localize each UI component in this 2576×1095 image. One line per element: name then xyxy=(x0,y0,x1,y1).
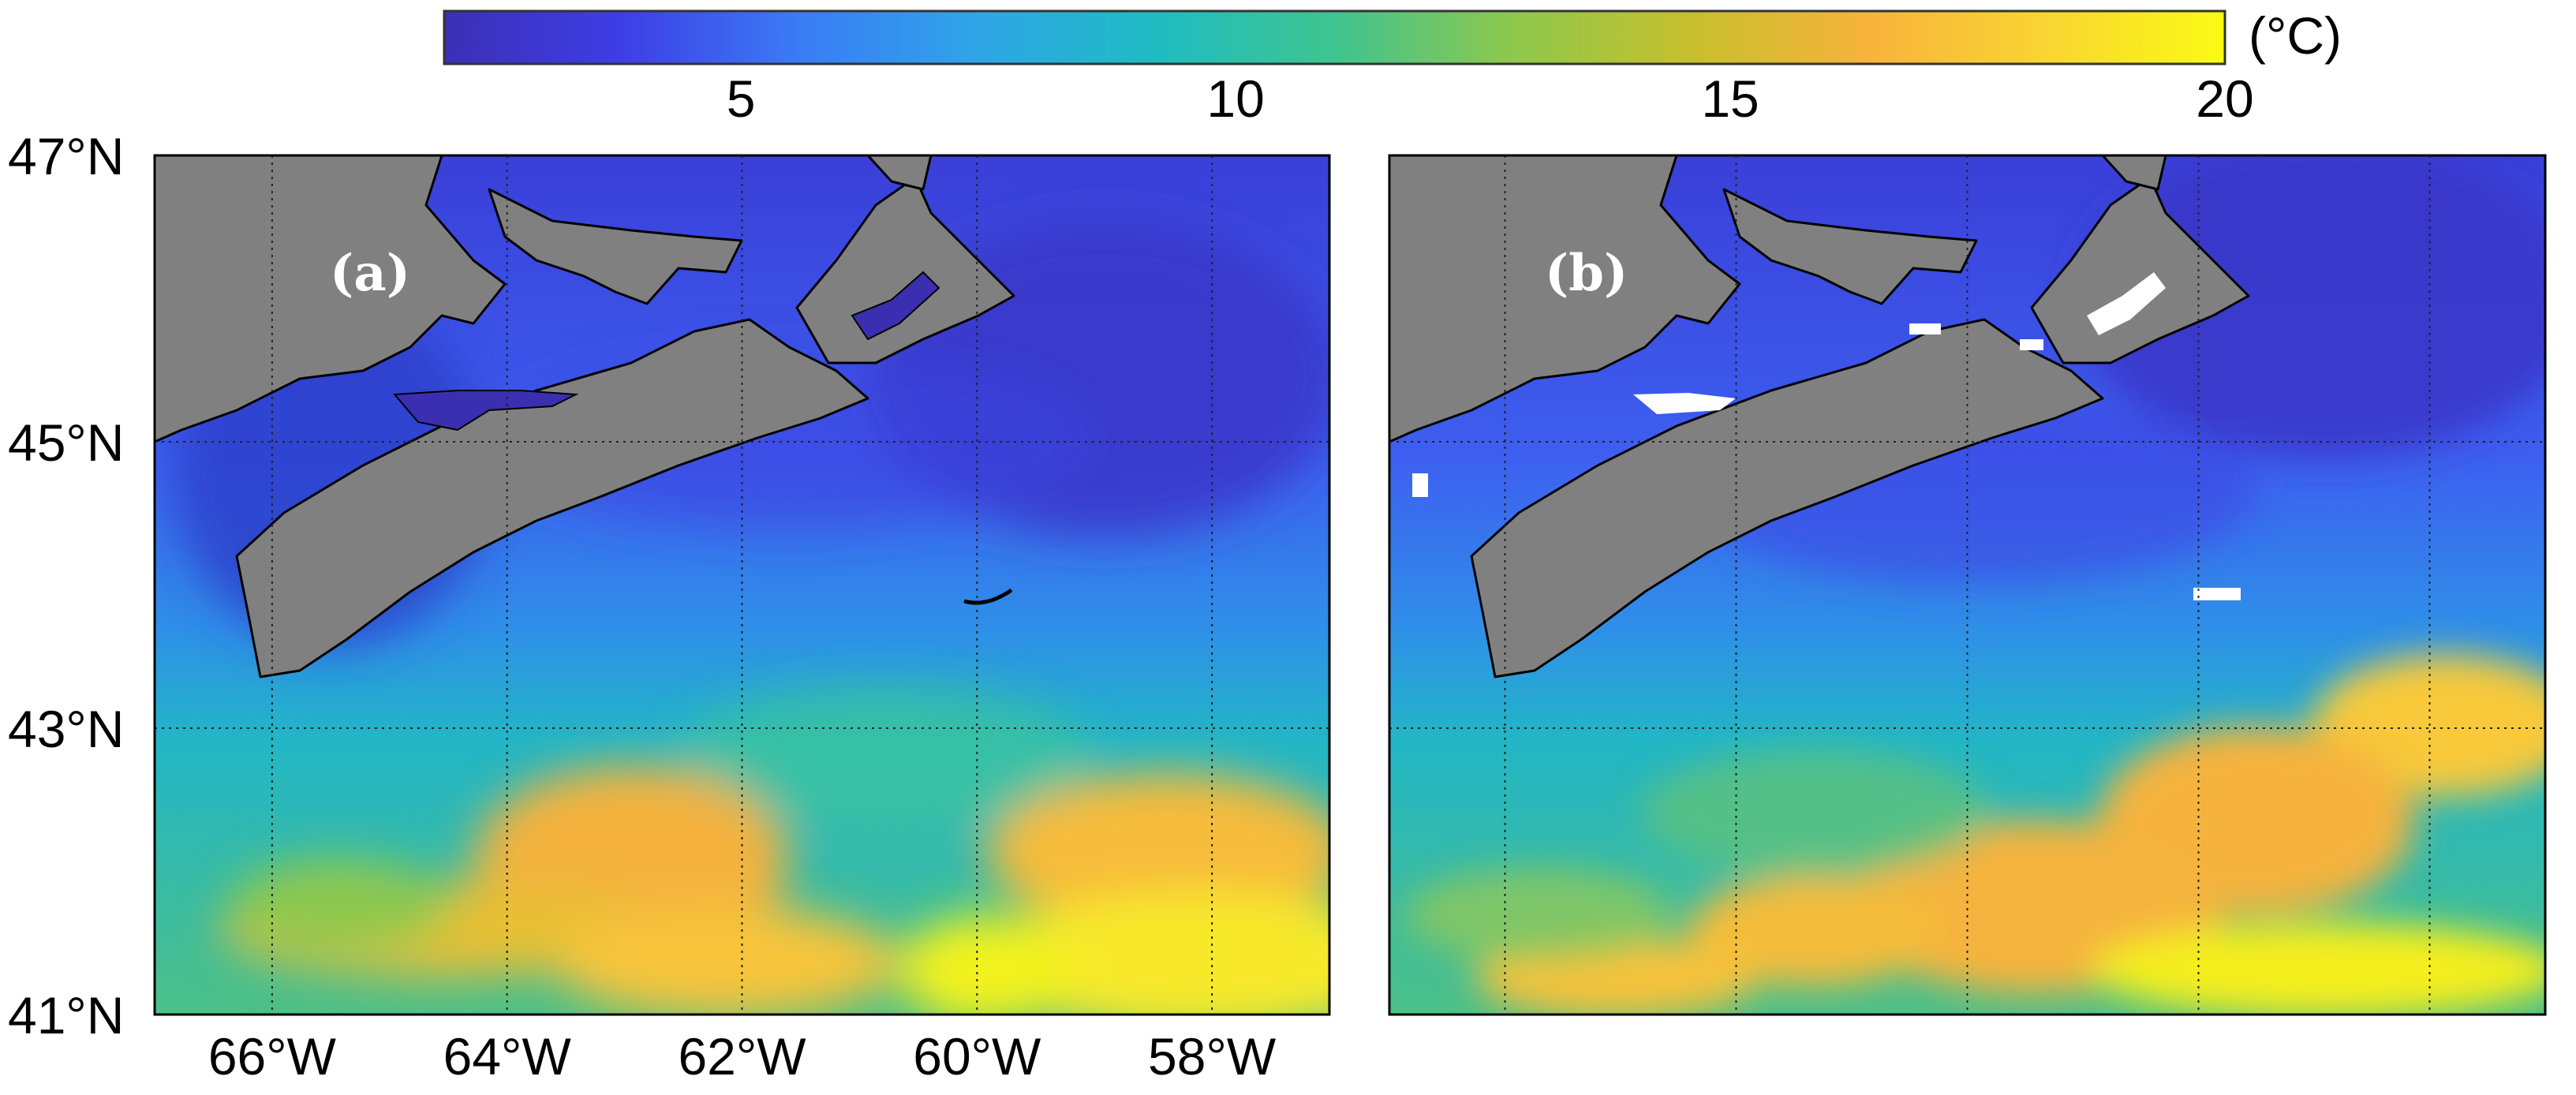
colorbar-ticks: 5 10 15 20 xyxy=(727,69,2254,128)
lon-label: 66°W xyxy=(208,1027,337,1086)
lakes-a xyxy=(392,271,940,432)
land-b xyxy=(1389,155,2250,678)
longitude-labels: 66°W 64°W 62°W 60°W 58°W xyxy=(208,1027,1277,1086)
new-brunswick-b xyxy=(1389,155,1741,443)
masked-coastal-cells-b xyxy=(1412,272,2241,600)
colorbar-tick-5: 5 xyxy=(727,69,756,128)
panel-label-a: (a) xyxy=(330,244,410,303)
colorbar: 5 10 15 20 (°C) xyxy=(443,6,2342,128)
colorbar-tick-10: 10 xyxy=(1206,69,1264,128)
new-brunswick-a xyxy=(155,155,507,443)
pei-b xyxy=(1722,188,1978,305)
graticule-b xyxy=(1389,155,2545,1015)
graticule-a xyxy=(155,155,1329,1015)
colorbar-tick-20: 20 xyxy=(2196,69,2253,128)
lat-label: 47°N xyxy=(8,127,124,185)
newfoundland-a xyxy=(866,155,933,191)
land-a xyxy=(155,155,1015,678)
map-panel-a: (a) xyxy=(153,154,1331,1016)
newfoundland-b xyxy=(2101,155,2167,191)
colorbar-unit: (°C) xyxy=(2249,6,2342,65)
lat-label: 43°N xyxy=(8,700,124,758)
pei-a xyxy=(488,188,743,305)
lon-label: 62°W xyxy=(678,1027,806,1086)
colorbar-tick-15: 15 xyxy=(1701,69,1759,128)
lon-label: 64°W xyxy=(443,1027,572,1086)
cape-breton-a xyxy=(795,176,1015,364)
map-frame-b xyxy=(1388,154,2547,1016)
cape-breton-b xyxy=(2030,176,2250,364)
nova-scotia-b xyxy=(1470,318,2104,678)
lat-label: 41°N xyxy=(8,986,124,1045)
colorbar-bar xyxy=(443,9,2226,65)
lat-label: 45°N xyxy=(8,413,124,472)
map-panel-b: (b) xyxy=(1388,154,2547,1016)
map-frame-a xyxy=(153,154,1331,1016)
latitude-labels: 47°N 45°N 43°N 41°N xyxy=(8,127,124,1045)
lon-label: 58°W xyxy=(1148,1027,1277,1086)
sable-island-a xyxy=(963,588,1013,605)
lon-label: 60°W xyxy=(913,1027,1041,1086)
panel-label-b: (b) xyxy=(1545,244,1628,303)
